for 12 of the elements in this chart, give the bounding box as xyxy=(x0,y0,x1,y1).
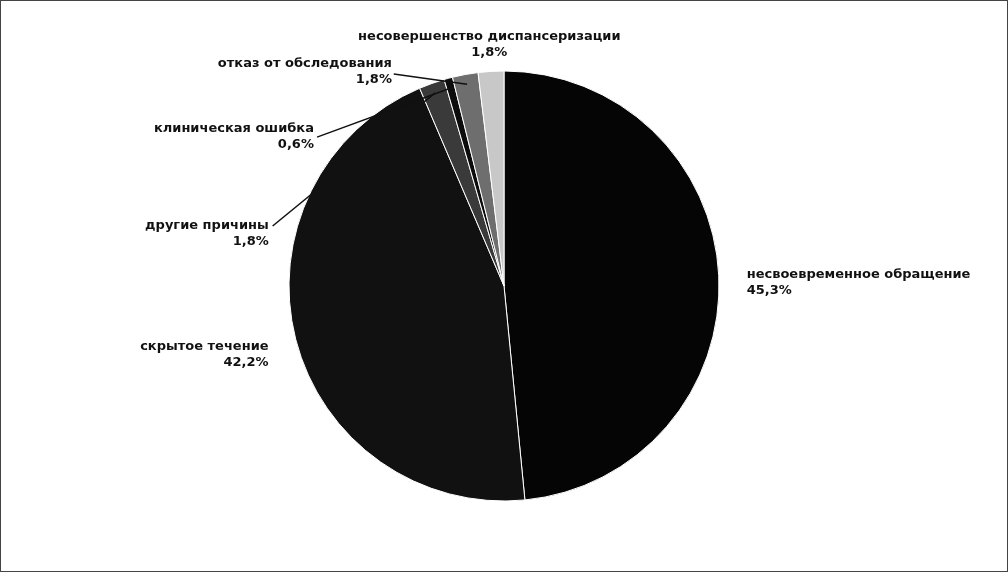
slice-label: клиническая ошибка xyxy=(153,119,314,135)
slice-label: несвоевременное обращение xyxy=(746,266,971,282)
data-label: 1,8% xyxy=(471,44,508,60)
slice-label: скрытое течение xyxy=(140,338,269,354)
data-label: 0,6% xyxy=(277,135,314,151)
slice-label: несовершенство диспансеризации xyxy=(358,28,621,44)
data-label: 1,8% xyxy=(355,71,392,87)
data-label: 42,2% xyxy=(223,354,269,370)
data-label: 1,8% xyxy=(232,233,269,249)
data-label: 45,3% xyxy=(746,282,792,298)
slice-label: другие причины xyxy=(145,217,269,233)
slice-label: отказ от обследования xyxy=(217,55,392,71)
